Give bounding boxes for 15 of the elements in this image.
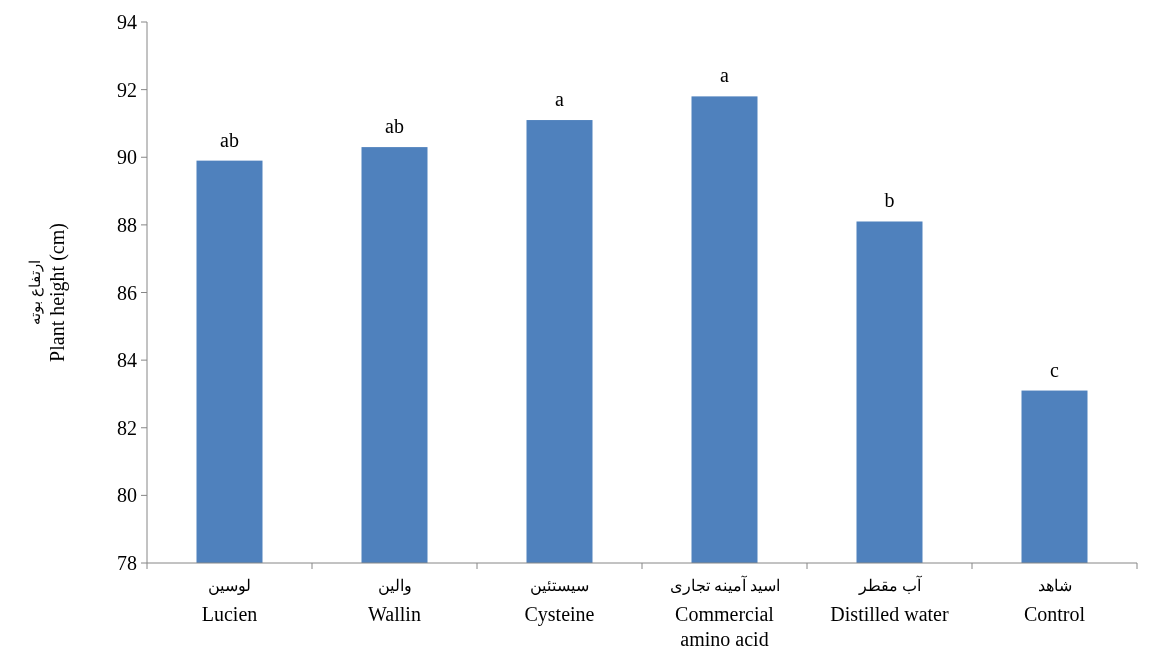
annotation: c [1050, 358, 1060, 381]
y-tick-label: 86 [117, 281, 137, 304]
y-tick-label: 90 [117, 146, 137, 169]
y-tick-label: 92 [117, 78, 137, 101]
y-tick-label: 78 [117, 552, 137, 574]
y-tick-label: 88 [117, 213, 137, 236]
y-tick-label: 94 [117, 11, 137, 33]
annotation: ab [220, 128, 239, 151]
annotation: a [720, 64, 730, 87]
y-tick-label: 84 [117, 349, 137, 372]
annotation: ab [385, 115, 404, 138]
annotation: a [555, 88, 565, 111]
annotation: b [884, 189, 895, 212]
y-tick-label: 82 [117, 416, 137, 439]
y-tick-label: 80 [117, 484, 137, 507]
